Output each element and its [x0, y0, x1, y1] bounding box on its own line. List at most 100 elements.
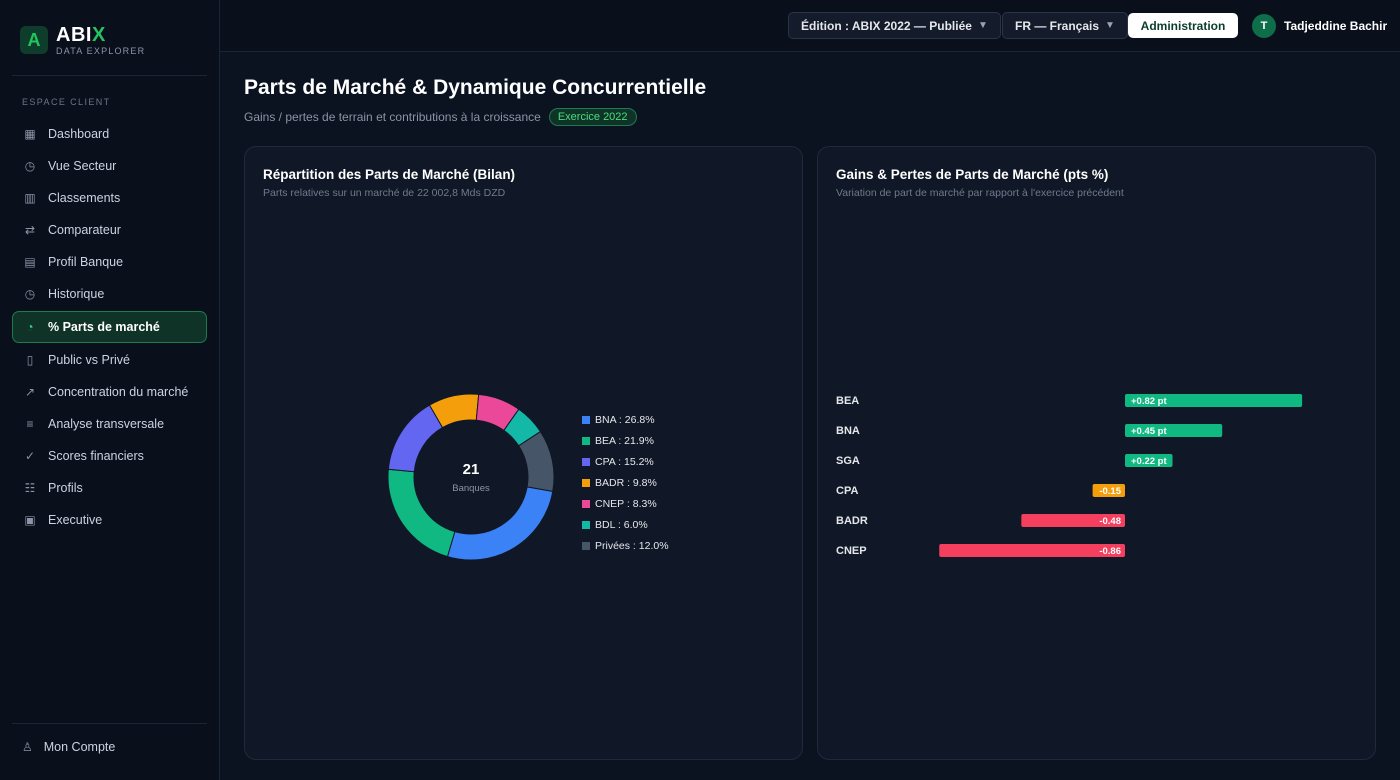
sidebar-item-label: Scores financiers	[48, 449, 144, 463]
legend-label: BEA : 21.9%	[595, 434, 654, 447]
bar-bna[interactable]	[1125, 424, 1223, 437]
bar-value-label: +0.82 pt	[1131, 396, 1167, 407]
donut-legend: BNA : 26.8% BEA : 21.9% CPA : 15.2% BADR : …	[582, 409, 669, 556]
legend-swatch	[582, 457, 590, 466]
page-subtitle-text: Gains / pertes de terrain et contributio…	[244, 110, 541, 124]
trend-icon: ↗	[24, 385, 36, 399]
sidebar-item-parts-de-march[interactable]: ◔ % Parts de marché	[12, 311, 207, 343]
sidebar-item-profil-banque[interactable]: ▤ Profil Banque	[12, 246, 207, 278]
bar-value-label: -0.48	[1099, 516, 1121, 527]
sidebar-item-comparateur[interactable]: ⇄ Comparateur	[12, 214, 207, 246]
sidebar-item-concentration-du-march[interactable]: ↗ Concentration du marché	[12, 376, 207, 408]
card-title: Gains & Pertes de Parts de Marché (pts %…	[836, 167, 1109, 182]
market-share-card: Répartition des Parts de Marché (Bilan) …	[244, 146, 803, 760]
sidebar-item-vue-secteur[interactable]: ◷ Vue Secteur	[12, 150, 207, 182]
bar-badr[interactable]	[1021, 514, 1125, 527]
sidebar-item-scores-financiers[interactable]: ✓ Scores financiers	[12, 440, 207, 472]
legend-item[interactable]: BEA : 21.9%	[582, 430, 669, 451]
legend-swatch	[582, 541, 590, 550]
legend-label: BDL : 6.0%	[595, 518, 648, 531]
legend-swatch	[582, 478, 590, 487]
edition-select[interactable]: Édition : ABIX 2022 — Publiée ▼	[788, 12, 1001, 39]
sidebar-item-executive[interactable]: ▣ Executive	[12, 504, 207, 536]
bar-value-label: +0.22 pt	[1131, 456, 1167, 467]
sidebar-item-label: Profils	[48, 481, 83, 495]
legend-label: BADR : 9.8%	[595, 476, 657, 489]
page-subtitle: Gains / pertes de terrain et contributio…	[244, 108, 637, 126]
bar-category-label: CNEP	[836, 545, 867, 557]
sidebar-item-label: Comparateur	[48, 223, 121, 237]
bar-cpa[interactable]	[1092, 484, 1125, 497]
card-subtitle: Variation de part de marché par rapport …	[836, 187, 1124, 199]
legend-item[interactable]: BDL : 6.0%	[582, 514, 669, 535]
columns-icon: ▯	[26, 353, 34, 367]
legend-label: Privées : 12.0%	[595, 539, 669, 552]
bar-cnep[interactable]	[939, 544, 1125, 557]
avatar[interactable]: T	[1252, 14, 1276, 38]
bar-bea[interactable]	[1125, 394, 1303, 407]
user-name[interactable]: Tadjeddine Bachir	[1284, 19, 1388, 33]
sidebar-item-label: Vue Secteur	[48, 159, 117, 173]
legend-label: CNEP : 8.3%	[595, 497, 657, 510]
bar-sga[interactable]	[1125, 454, 1173, 467]
swap-icon: ⇄	[24, 223, 36, 237]
card-subtitle: Parts relatives sur un marché de 22 002,…	[263, 187, 506, 199]
legend-item[interactable]: CPA : 15.2%	[582, 451, 669, 472]
sidebar-item-label: % Parts de marché	[48, 320, 160, 334]
legend-item[interactable]: BNA : 26.8%	[582, 409, 669, 430]
grid-icon: ▦	[24, 127, 36, 141]
check-circle-icon: ✓	[24, 449, 36, 463]
sidebar-item-label: Public vs Privé	[48, 353, 130, 367]
legend-item[interactable]: Privées : 12.0%	[582, 535, 669, 556]
legend-label: CPA : 15.2%	[595, 455, 654, 468]
sidebar-item-analyse-transversale[interactable]: ≡ Analyse transversale	[12, 408, 207, 440]
sidebar-item-classements[interactable]: ▥ Classements	[12, 182, 207, 214]
bar-category-label: BEA	[836, 395, 859, 407]
legend-item[interactable]: BADR : 9.8%	[582, 472, 669, 493]
bar-value-label: +0.45 pt	[1131, 426, 1167, 437]
sidebar-item-mon-compte[interactable]: ♙ Mon Compte	[22, 740, 115, 754]
language-select-value: FR — Français	[1015, 18, 1100, 33]
bar-chart-icon: ▥	[24, 191, 36, 205]
brand-subtitle: DATA EXPLORER	[56, 46, 146, 56]
clock-icon: ◷	[24, 159, 36, 173]
legend-label: BNA : 26.8%	[595, 413, 655, 426]
users-icon: ☷	[24, 481, 36, 495]
history-icon: ◷	[24, 287, 36, 301]
abix-logo-icon: A	[20, 26, 48, 54]
sidebar-item-label: Profil Banque	[48, 255, 124, 269]
donut-slice-bna[interactable]	[446, 486, 554, 561]
sidebar-item-historique[interactable]: ◷ Historique	[12, 278, 207, 310]
sidebar-item-label: Concentration du marché	[48, 385, 189, 399]
exercice-badge: Exercice 2022	[548, 108, 637, 126]
administration-button[interactable]: Administration	[1128, 13, 1238, 38]
list-icon: ≡	[26, 417, 34, 431]
sidebar-item-label: Executive	[48, 513, 103, 527]
sidebar-item-dashboard[interactable]: ▦ Dashboard	[12, 118, 207, 150]
legend-swatch	[582, 436, 590, 445]
market-share-donut	[387, 393, 555, 561]
sidebar-item-label: Analyse transversale	[48, 417, 165, 431]
sidebar-item-label: Dashboard	[48, 127, 110, 141]
sidebar-section-label: ESPACE CLIENT	[22, 97, 111, 107]
legend-item[interactable]: CNEP : 8.3%	[582, 493, 669, 514]
sidebar-nav: ▦ Dashboard ◷ Vue Secteur ▥ Classements ⇄ Compa…	[12, 118, 207, 536]
donut-slice-privées[interactable]	[518, 430, 555, 492]
legend-swatch	[582, 520, 590, 529]
legend-swatch	[582, 499, 590, 508]
chevron-down-icon: ▼	[977, 20, 988, 31]
sidebar-item-public-vs-priv[interactable]: ▯ Public vs Privé	[12, 344, 207, 376]
card-title: Répartition des Parts de Marché (Bilan)	[263, 167, 516, 182]
language-select[interactable]: FR — Français ▼	[1002, 12, 1128, 39]
page-title: Parts de Marché & Dynamique Concurrentie…	[244, 76, 707, 99]
legend-swatch	[582, 415, 590, 424]
bar-value-label: -0.86	[1099, 546, 1121, 557]
pie-icon: ◔	[26, 320, 34, 334]
sidebar-item-label: Historique	[48, 287, 105, 301]
chevron-down-icon: ▼	[1105, 20, 1115, 31]
share-change-card: Gains & Pertes de Parts de Marché (pts %…	[817, 146, 1376, 760]
sidebar-item-profils[interactable]: ☷ Profils	[12, 472, 207, 504]
donut-center-value: 21	[462, 461, 480, 478]
brand[interactable]: A ABIX DATA EXPLORER	[20, 24, 145, 56]
bar-category-label: CPA	[836, 485, 858, 497]
